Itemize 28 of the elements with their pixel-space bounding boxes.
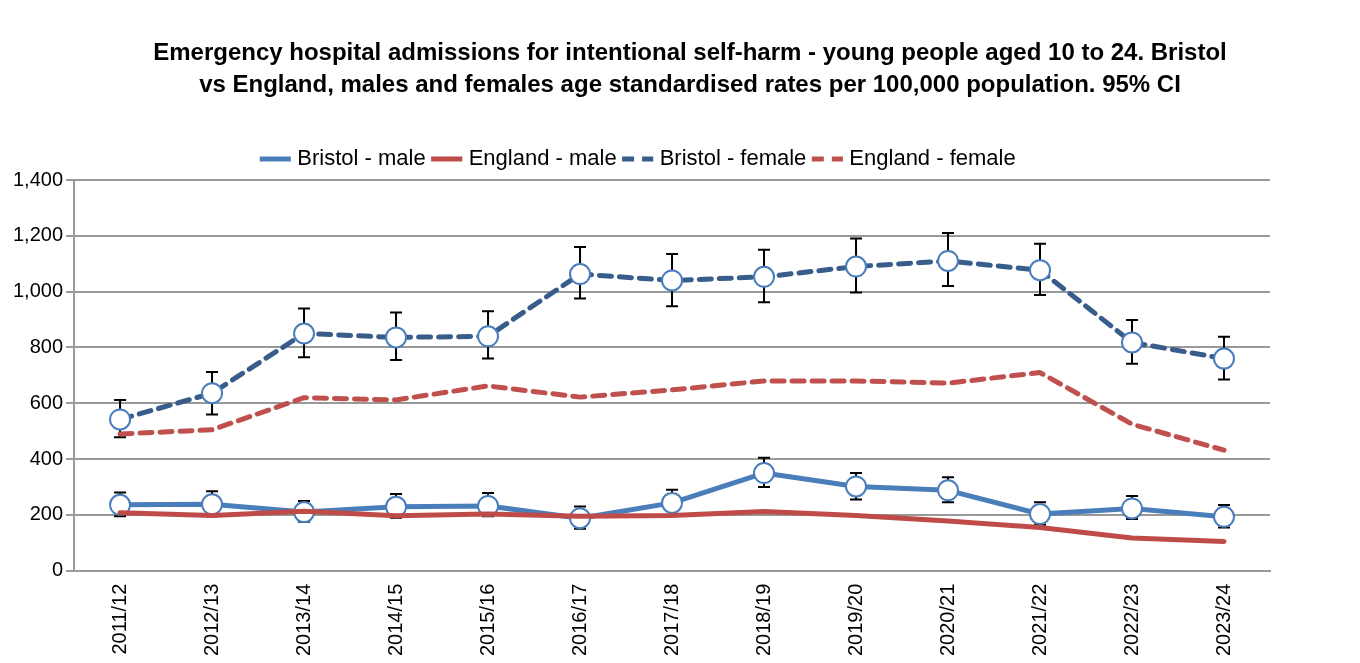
x-tick-label: 2011/12 [107,583,130,655]
y-tick-label: 600 [29,390,64,413]
legend-label: Bristol - male [297,145,426,171]
y-tick-label: 800 [29,334,64,357]
y-tick-label: 1,000 [12,279,64,302]
x-tick-label: 2015/16 [475,583,498,656]
x-tick-label: 2021/22 [1027,583,1050,656]
y-tick-label: 0 [51,558,64,581]
chart-title: Emergency hospital admissions for intentional self-harm - young people aged 10 to 24. Bristol vs England, males and females age standardised rates per 100,000 population. 95% CI [152,37,1228,99]
y-tick-label: 1,200 [12,223,64,246]
x-tick-label: 2017/18 [659,583,682,656]
y-tick-label: 200 [29,502,64,525]
y-tick-label: 400 [29,446,64,469]
x-tick-label: 2016/17 [567,583,590,656]
legend-label: England - female [849,145,1016,171]
point [753,462,776,485]
point [201,493,224,516]
x-tick-label: 2012/13 [199,583,222,656]
x-tick-label: 2018/19 [751,583,774,656]
x-tick-label: 2023/24 [1211,583,1234,656]
x-tick-label: 2020/21 [935,583,958,656]
legend-label: Bristol - female [659,145,807,171]
x-tick-label: 2022/23 [1119,583,1142,656]
legend-label: England - male [468,145,617,171]
x-tick-label: 2013/14 [291,583,314,656]
x-tick-label: 2019/20 [843,583,866,656]
y-tick-label: 1,400 [12,167,64,190]
x-tick-label: 2014/15 [383,583,406,656]
